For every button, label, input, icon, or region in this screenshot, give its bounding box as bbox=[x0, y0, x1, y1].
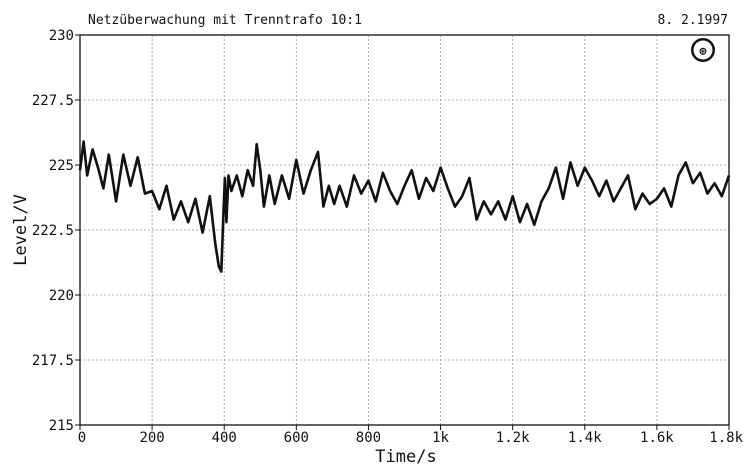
x-tick-label: 200 bbox=[139, 430, 164, 446]
x-tick-label: 800 bbox=[356, 430, 381, 446]
x-axis-label: Time/s bbox=[375, 447, 436, 464]
y-tick-label: 217.5 bbox=[32, 353, 74, 369]
x-tick-label: 600 bbox=[284, 430, 309, 446]
y-axis-ticks: 230 227.5 225 222.5 220 217.5 215 bbox=[32, 28, 80, 434]
y-tick-label: 222.5 bbox=[32, 223, 74, 239]
y-axis-label: Level/V bbox=[11, 194, 31, 266]
chart-date: 8. 2.1997 bbox=[658, 13, 728, 28]
x-axis-ticks: 0 200 400 600 800 1k 1.2k 1.4k 1.6k 1.8k bbox=[78, 425, 744, 446]
y-tick-label: 227.5 bbox=[32, 93, 74, 109]
x-tick-label: 1.4k bbox=[568, 430, 602, 446]
x-tick-label: 1k bbox=[432, 430, 449, 446]
y-tick-label: 215 bbox=[49, 418, 74, 434]
y-tick-label: 225 bbox=[49, 158, 74, 174]
rohde-schwarz-logo: ⊕ bbox=[691, 38, 715, 62]
y-tick-label: 230 bbox=[49, 28, 74, 44]
x-tick-label: 1.6k bbox=[640, 430, 674, 446]
x-tick-label: 0 bbox=[78, 430, 86, 446]
x-tick-label: 400 bbox=[212, 430, 237, 446]
grid bbox=[80, 35, 729, 425]
x-tick-label: 1.8k bbox=[709, 430, 743, 446]
chart-title: Netzüberwachung mit Trenntrafo 10:1 bbox=[88, 13, 362, 28]
logo-mark: ⊕ bbox=[699, 44, 707, 58]
series-line bbox=[78, 140, 731, 273]
x-tick-label: 1.2k bbox=[496, 430, 530, 446]
y-tick-label: 220 bbox=[49, 288, 74, 304]
series-layer bbox=[78, 140, 731, 273]
